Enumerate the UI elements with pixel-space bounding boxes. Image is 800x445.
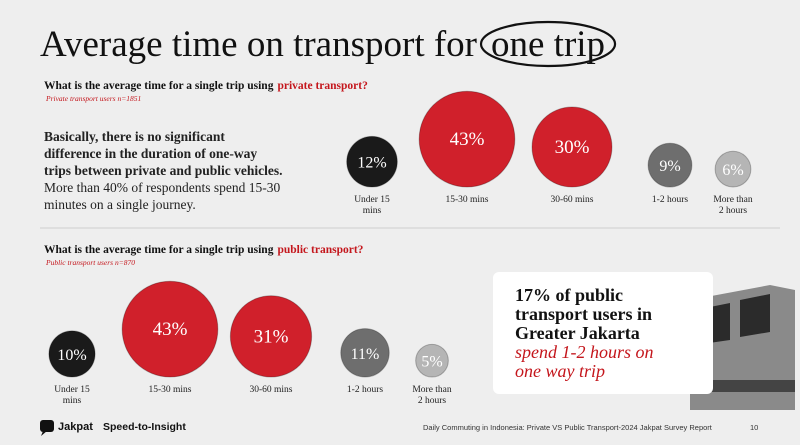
tagline: Speed-to-Insight: [103, 421, 186, 433]
bubble: [346, 135, 398, 188]
logo: [40, 420, 54, 436]
value-label: 6%: [722, 162, 743, 179]
page-number: 10: [750, 423, 758, 432]
category-label: More than 2 hours: [412, 385, 452, 406]
value-label: 10%: [57, 347, 86, 364]
bubble: [121, 280, 219, 378]
value-label: 31%: [254, 326, 289, 347]
bubble: [418, 90, 516, 188]
bubble: [531, 106, 613, 188]
value-label: 43%: [450, 129, 485, 150]
description-text: More than 40% of respondents spend 15-30…: [44, 180, 281, 212]
bubble: [714, 150, 752, 188]
question-text: What is the average time for a single tr…: [44, 80, 274, 92]
category-label: Under 15 mins: [54, 385, 90, 406]
callout-emphasis: spend 1-2 hours on one way trip: [515, 342, 654, 381]
brand: Jakpat: [58, 421, 93, 433]
value-label: 30%: [555, 137, 590, 158]
question-text: What is the average time for a single tr…: [44, 244, 274, 256]
question-highlight: public transport?: [277, 244, 363, 256]
question-highlight: private transport?: [277, 80, 368, 92]
question: What is the average time for a single tr…: [44, 244, 364, 256]
title-circled: one trip: [491, 24, 605, 65]
value-label: 12%: [357, 155, 386, 172]
value-label: 43%: [153, 319, 188, 340]
value-label: 9%: [659, 158, 680, 175]
subtitle: Public transport users n=870: [45, 258, 135, 267]
bubble: [647, 142, 693, 188]
category-label: 15-30 mins: [148, 385, 192, 395]
category-label: 30-60 mins: [249, 385, 293, 395]
category-label: 1-2 hours: [651, 195, 689, 205]
bubble: [340, 328, 390, 378]
bubble: [229, 295, 313, 378]
question: What is the average time for a single tr…: [44, 80, 368, 92]
description: Basically, there is no significant diffe…: [44, 128, 284, 213]
category-label: 30-60 mins: [550, 195, 594, 205]
value-label: 5%: [421, 354, 442, 371]
category-label: Under 15 mins: [354, 195, 390, 216]
subtitle: Private transport users n=1851: [45, 94, 141, 103]
bubble: [415, 343, 449, 378]
title-circle: [479, 20, 617, 68]
bubble: [48, 330, 96, 378]
report-name: Daily Commuting in Indonesia: Private VS…: [423, 423, 713, 432]
callout-heading: 17% of public transport users in Greater…: [515, 285, 653, 343]
category-label: 1-2 hours: [346, 385, 384, 395]
value-label: 11%: [351, 346, 380, 363]
category-label: 15-30 mins: [445, 195, 489, 205]
description-bold: Basically, there is no significant diffe…: [44, 129, 283, 178]
callout: 17% of public transport users in Greater…: [493, 272, 713, 394]
category-label: More than 2 hours: [713, 195, 753, 216]
title: Average time on transport for: [40, 24, 477, 65]
